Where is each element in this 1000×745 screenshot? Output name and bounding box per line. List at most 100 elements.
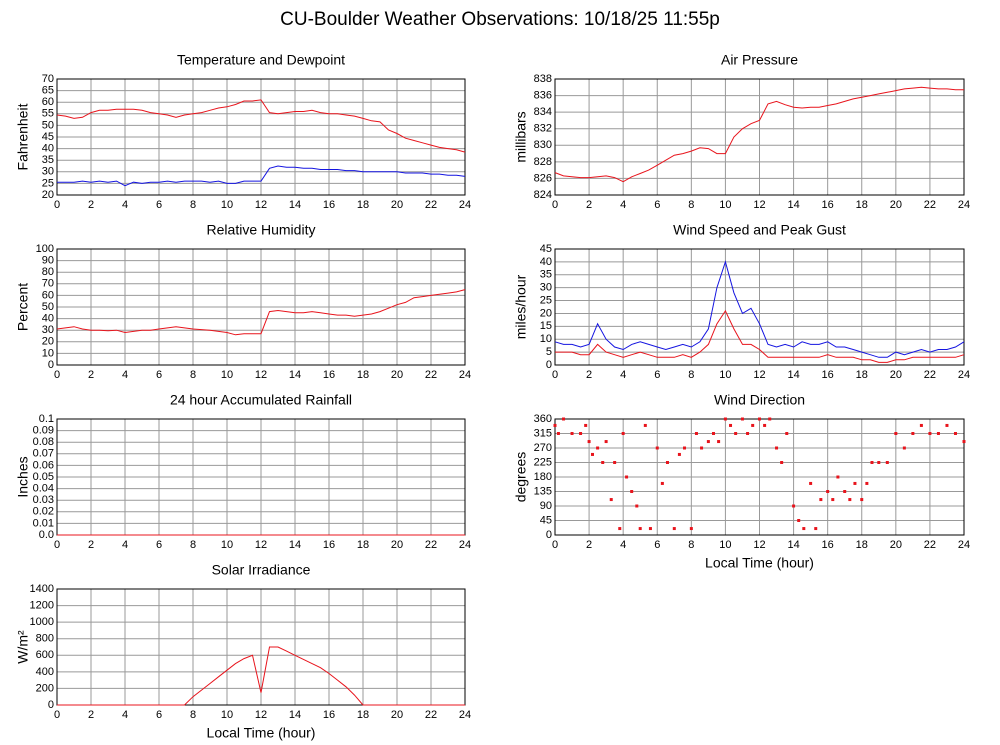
point [792, 504, 796, 508]
y-axis-label: millibars [513, 111, 529, 162]
series-line [57, 165, 466, 187]
y-tick-label: 200 [36, 682, 54, 694]
point [928, 432, 932, 435]
point [836, 475, 840, 479]
x-tick-label: 20 [890, 539, 902, 551]
point [870, 461, 874, 464]
x-tick-label: 12 [753, 369, 765, 381]
point [809, 481, 813, 485]
main-title: CU-Boulder Weather Observations: 10/18/2… [280, 9, 720, 30]
x-tick-label: 12 [753, 199, 765, 211]
y-axis-label: Inches [15, 456, 31, 497]
y-tick-label: 824 [534, 189, 552, 201]
y-tick-label: 50 [42, 119, 54, 131]
x-tick-label: 16 [323, 199, 335, 211]
x-tick-label: 4 [122, 709, 128, 721]
x-tick-label: 4 [122, 199, 128, 211]
x-tick-label: 14 [787, 539, 799, 551]
y-tick-label: 0.02 [33, 506, 54, 518]
x-tick-label: 18 [357, 709, 369, 721]
point [860, 498, 864, 502]
y-tick-label: 400 [36, 666, 54, 678]
point [553, 423, 557, 427]
x-tick-label: 24 [459, 199, 471, 211]
x-tick-label: 14 [289, 199, 301, 211]
x-tick-label: 24 [958, 539, 970, 551]
point [826, 490, 830, 493]
point [706, 440, 710, 444]
point [590, 452, 594, 456]
x-tick-label: 8 [190, 369, 196, 381]
point [953, 432, 957, 435]
x-tick-label: 18 [357, 199, 369, 211]
point [635, 504, 639, 508]
y-axis-label: degrees [513, 452, 529, 503]
x-tick-label: 12 [255, 199, 267, 211]
x-tick-label: 6 [156, 539, 162, 551]
point [894, 432, 898, 435]
point [694, 432, 698, 435]
x-tick-label: 20 [890, 369, 902, 381]
x-tick-label: 10 [221, 539, 233, 551]
point [911, 432, 915, 435]
series-line [56, 289, 466, 336]
y-tick-label: 1400 [30, 583, 54, 595]
point [831, 498, 835, 502]
x-tick-label: 8 [688, 369, 694, 381]
y-tick-label: 30 [42, 324, 54, 336]
chart-title: 24 hour Accumulated Rainfall [170, 392, 352, 408]
point [865, 481, 869, 485]
y-tick-label: 838 [534, 73, 552, 85]
series-line [56, 99, 466, 153]
point [579, 432, 583, 435]
y-tick-label: 60 [42, 96, 54, 108]
y-tick-label: 80 [42, 266, 54, 278]
y-tick-label: 0.07 [33, 448, 54, 460]
y-tick-label: 600 [36, 649, 54, 661]
y-tick-label: 832 [534, 123, 552, 135]
y-tick-label: 45 [42, 131, 54, 143]
x-tick-label: 16 [822, 199, 834, 211]
point [570, 432, 574, 435]
point [660, 481, 664, 485]
x-tick-label: 8 [190, 709, 196, 721]
point [780, 461, 784, 464]
x-tick-label: 0 [552, 369, 558, 381]
y-tick-label: 1000 [30, 616, 54, 628]
y-tick-label: 25 [540, 294, 552, 306]
y-tick-label: 0.0 [39, 529, 54, 541]
y-tick-label: 360 [534, 413, 552, 425]
point [604, 440, 608, 444]
x-tick-label: 2 [88, 709, 94, 721]
y-tick-label: 0.08 [33, 436, 54, 448]
y-tick-label: 35 [540, 269, 552, 281]
x-axis-label: Local Time (hour) [207, 725, 316, 741]
y-tick-label: 830 [534, 139, 552, 151]
y-tick-label: 90 [42, 255, 54, 267]
plot-frame [56, 78, 466, 196]
x-tick-label: 4 [122, 369, 128, 381]
point [763, 423, 767, 427]
point [902, 446, 906, 450]
y-tick-label: 30 [540, 282, 552, 294]
x-tick-label: 18 [856, 539, 868, 551]
y-tick-label: 45 [540, 514, 552, 526]
y-tick-label: 40 [540, 256, 552, 268]
point [638, 527, 642, 531]
x-tick-label: 10 [719, 369, 731, 381]
x-tick-label: 10 [221, 199, 233, 211]
y-tick-label: 10 [540, 333, 552, 345]
x-tick-label: 24 [459, 539, 471, 551]
y-tick-label: 0.03 [33, 494, 54, 506]
x-tick-label: 22 [924, 369, 936, 381]
point [711, 432, 715, 435]
x-tick-label: 20 [890, 199, 902, 211]
chart-title: Wind Direction [714, 392, 805, 408]
point [814, 527, 818, 531]
point [936, 432, 940, 435]
y-tick-label: 270 [534, 442, 552, 454]
x-tick-label: 10 [221, 709, 233, 721]
chart-title: Temperature and Dewpoint [177, 52, 345, 68]
y-tick-label: 70 [42, 73, 54, 85]
point [775, 446, 779, 450]
